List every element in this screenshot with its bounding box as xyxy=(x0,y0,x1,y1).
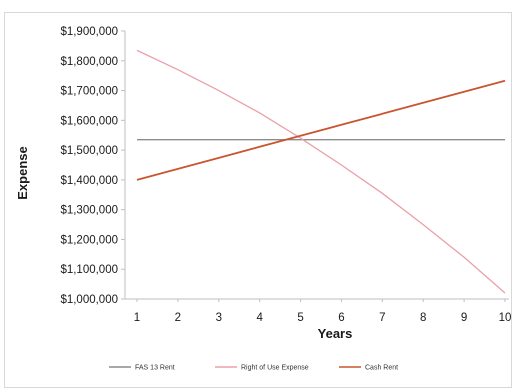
chart-legend: FAS 13 Rent Right of Use Expense Cash Rent xyxy=(109,365,398,372)
y-tick-label: $1,100,000 xyxy=(60,264,118,276)
x-tick-label: 1 xyxy=(134,312,140,324)
legend-label-cash-rent: Cash Rent xyxy=(365,365,398,372)
x-tick-label: 6 xyxy=(338,312,344,324)
x-tick-label: 10 xyxy=(499,312,512,324)
y-tick-label: $1,200,000 xyxy=(60,234,118,246)
x-tick-label: 5 xyxy=(297,312,303,324)
series-line-cash-rent xyxy=(136,79,506,181)
y-tick-label: $1,600,000 xyxy=(60,115,118,127)
x-tick-label: 3 xyxy=(216,312,222,324)
y-axis-title: Expense xyxy=(15,146,30,199)
x-tick-label: 9 xyxy=(461,312,467,324)
y-tick-label: $1,500,000 xyxy=(60,145,118,157)
y-tick-label: $1,000,000 xyxy=(60,294,118,306)
x-tick-label: 8 xyxy=(420,312,426,324)
expense-line-chart: $1,000,000 $1,100,000 $1,200,000 $1,300,000… xyxy=(15,26,512,372)
y-tick-label: $1,700,000 xyxy=(60,86,118,98)
y-tick-label: $1,800,000 xyxy=(60,56,118,68)
series-line-right-of-use-expense xyxy=(136,49,506,294)
x-tick-label: 7 xyxy=(379,312,385,324)
x-axis-title: Years xyxy=(318,326,353,341)
y-tick-label: $1,300,000 xyxy=(60,205,118,217)
x-tick-label: 2 xyxy=(175,312,181,324)
y-tick-label: $1,400,000 xyxy=(60,175,118,187)
chart-frame: $1,000,000 $1,100,000 $1,200,000 $1,300,000… xyxy=(4,12,512,388)
legend-label-right-of-use-expense: Right of Use Expense xyxy=(241,365,309,372)
legend-label-fas-13-rent: FAS 13 Rent xyxy=(135,365,175,372)
y-tick-label: $1,900,000 xyxy=(60,26,118,38)
x-tick-label: 4 xyxy=(256,312,263,324)
